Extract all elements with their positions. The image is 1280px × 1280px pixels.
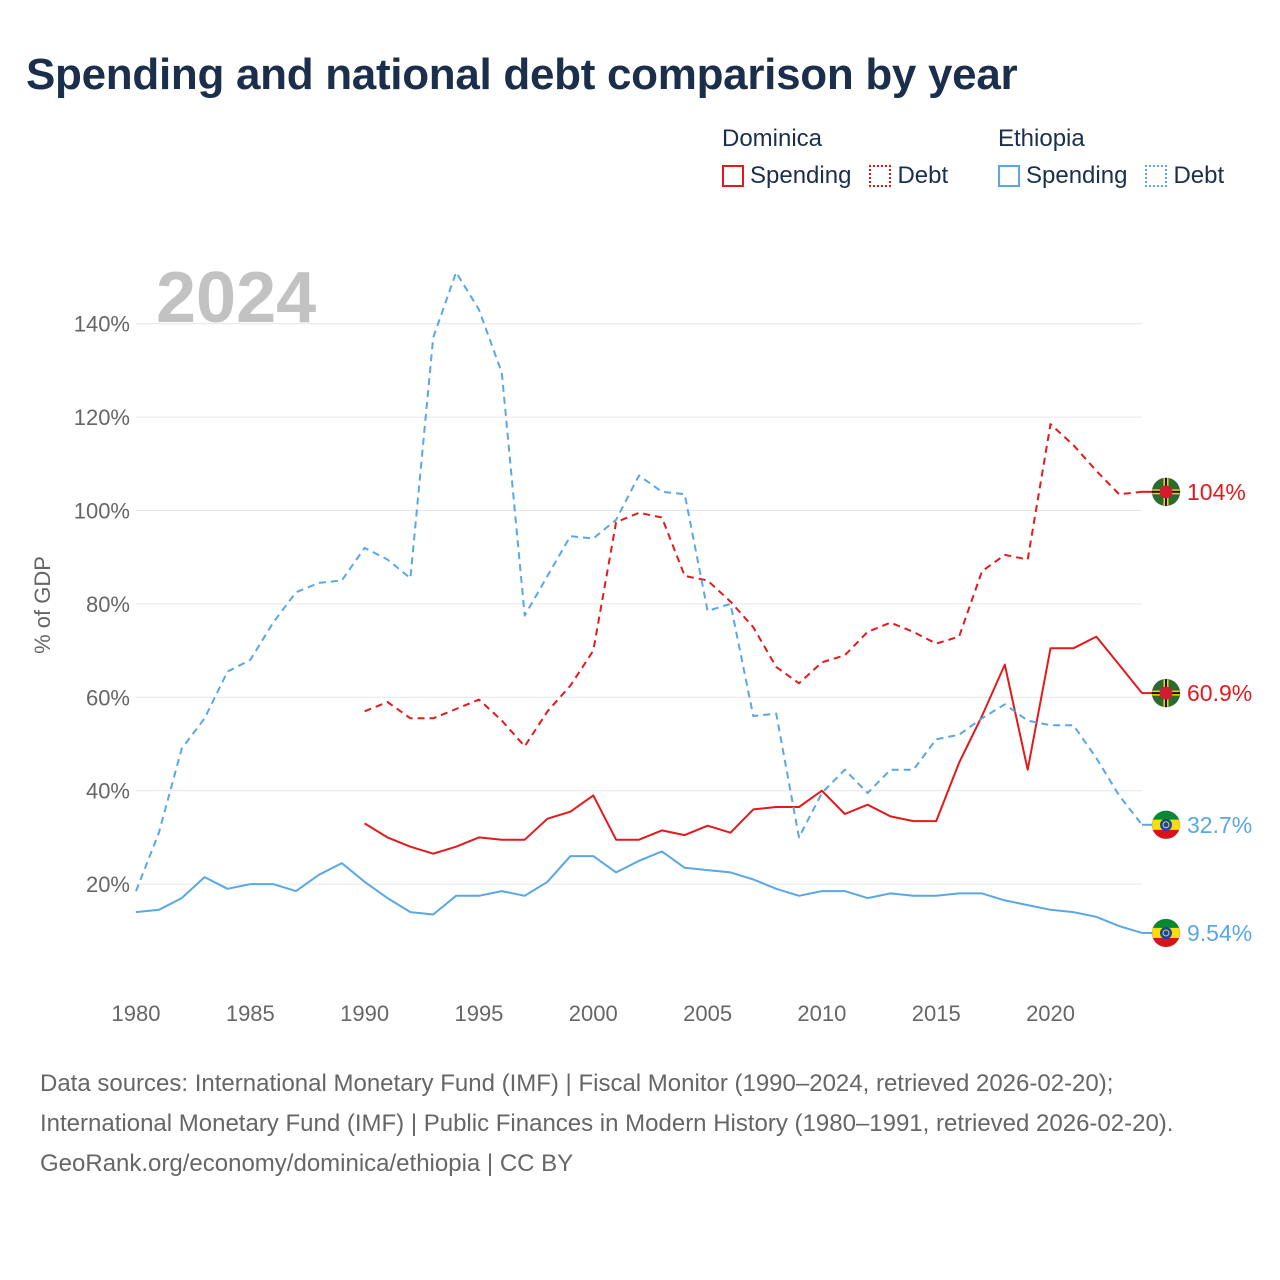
legend-label: Debt [1173, 162, 1225, 189]
solid-line-swatch-icon [998, 165, 1020, 187]
y-tick-label: 40% [86, 779, 130, 804]
ethiopia-spending-line [135, 850, 1143, 934]
flag-outline [1151, 678, 1181, 708]
legend-dominica-title: Dominica [722, 125, 823, 152]
dominica-flag-icon [1152, 477, 1180, 506]
credit-link[interactable]: GeoRank.org/economy/dominica/ethiopia | … [40, 1150, 574, 1177]
x-tick-label: 2020 [1026, 1001, 1075, 1026]
dominica-flag-icon [1152, 679, 1180, 708]
x-tick-label: 2010 [797, 1001, 846, 1026]
end-value-label: 104% [1187, 479, 1246, 505]
ethiopia-flag-icon [1152, 810, 1180, 839]
end-value-label: 32.7% [1187, 812, 1252, 838]
chart-title: Spending and national debt comparison by… [26, 50, 1018, 99]
x-tick-label: 1990 [340, 1001, 389, 1026]
line-chart: 2024 20% 40% 60% 80% 100% 120% 140% 1980 1985 1990… [30, 258, 1252, 1026]
y-tick-label: 80% [86, 592, 130, 617]
dotted-line-swatch-icon [869, 165, 892, 187]
flag-emblem [1160, 818, 1172, 831]
legend-dominica: Dominica Spending Debt [722, 122, 966, 196]
y-tick-label: 120% [74, 405, 130, 430]
flag-star [1162, 821, 1170, 829]
flag-disc [1159, 686, 1173, 700]
y-axis-label: % of GDP [30, 556, 55, 654]
flag-star [1162, 929, 1170, 937]
flag-outline [1151, 477, 1181, 507]
legend-label: Spending [750, 162, 852, 189]
footer: Data sources: International Monetary Fun… [40, 1064, 1240, 1184]
y-tick-label: 140% [74, 312, 130, 337]
legend-dominica-spending[interactable]: Spending [722, 162, 851, 190]
dotted-line-swatch-icon [1145, 165, 1168, 187]
flag-emblem [1160, 926, 1172, 939]
solid-line-swatch-icon [722, 165, 744, 187]
dominica-spending-line [364, 635, 1143, 855]
ethiopia-flag-icon [1152, 918, 1180, 947]
legend-label: Debt [897, 162, 949, 189]
legend-ethiopia-spending[interactable]: Spending [998, 162, 1127, 190]
year-label: 2024 [156, 258, 316, 338]
dominica-debt-line [364, 423, 1143, 748]
legend-label: Spending [1026, 162, 1128, 189]
x-tick-label: 1985 [226, 1001, 275, 1026]
flag-band [1152, 937, 1180, 947]
legend-ethiopia: Ethiopia Spending Debt [998, 122, 1242, 196]
y-tick-label: 100% [74, 499, 130, 524]
end-value-label: 9.54% [1187, 920, 1252, 946]
flag-outline [1151, 918, 1181, 948]
y-tick-label: 60% [86, 685, 130, 710]
ethiopia-debt-line [135, 271, 1143, 892]
x-tick-label: 1995 [454, 1001, 503, 1026]
legend-ethiopia-debt[interactable]: Debt [1145, 162, 1224, 190]
legend-ethiopia-title: Ethiopia [998, 125, 1085, 152]
data-sources: Data sources: International Monetary Fun… [40, 1070, 1174, 1137]
flag-band [1152, 810, 1180, 820]
legend-dominica-debt[interactable]: Debt [869, 162, 948, 190]
x-tick-label: 2005 [683, 1001, 732, 1026]
x-tick-label: 2000 [569, 1001, 618, 1026]
x-tick-label: 2015 [912, 1001, 961, 1026]
end-value-label: 60.9% [1187, 680, 1252, 706]
x-tick-label: 1980 [112, 1001, 161, 1026]
flag-band [1152, 829, 1180, 839]
flag-disc [1159, 485, 1173, 499]
flag-outline [1151, 810, 1181, 840]
y-tick-label: 20% [86, 872, 130, 897]
flag-band [1152, 918, 1180, 928]
